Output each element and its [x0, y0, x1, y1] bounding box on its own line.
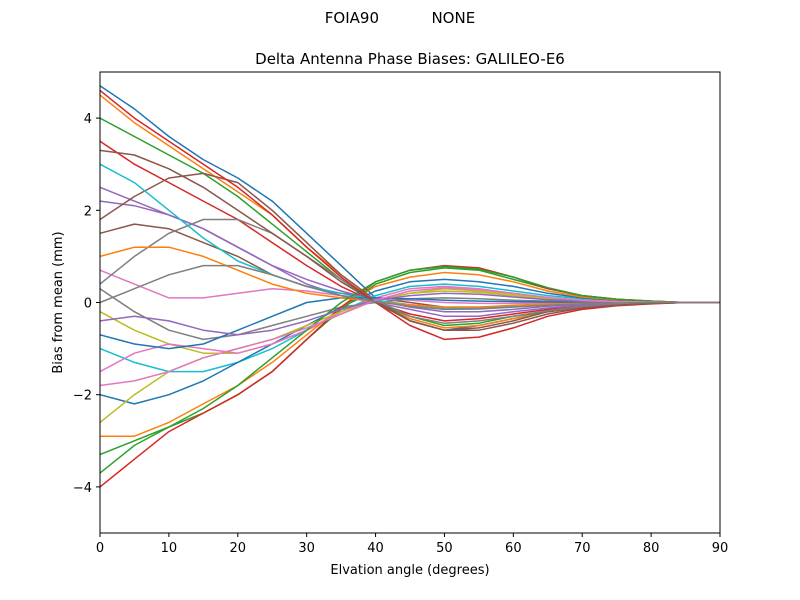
x-tick-label: 50	[436, 541, 453, 556]
y-tick-label: 2	[84, 204, 92, 219]
x-tick-label: 10	[161, 541, 178, 556]
figure-suptitle: FOIA90 NONE	[324, 9, 476, 27]
x-axis-label: Elvation angle (degrees)	[330, 563, 489, 578]
x-tick-label: 70	[574, 541, 591, 556]
y-tick-label: 4	[84, 112, 92, 127]
x-tick-label: 20	[230, 541, 247, 556]
series-line-26	[99, 149, 720, 331]
y-axis-label: Bias from mean (mm)	[51, 231, 66, 373]
chart-title: Delta Antenna Phase Biases: GALILEO-E6	[255, 50, 565, 68]
y-axis: −4 −2 0 2 4	[73, 112, 100, 496]
y-tick-label: −4	[73, 481, 92, 496]
x-tick-label: 60	[505, 541, 522, 556]
series-line-3	[99, 117, 720, 327]
series-line-28	[99, 264, 720, 311]
x-tick-label: 0	[96, 541, 104, 556]
series-line-18	[99, 218, 720, 324]
x-tick-label: 80	[643, 541, 660, 556]
x-tick-label: 40	[367, 541, 384, 556]
x-tick-label: 30	[298, 541, 315, 556]
series-line-5	[99, 186, 720, 318]
x-axis: 0 10 20 30 40 50 60 70 80 90	[96, 533, 728, 556]
y-tick-label: 0	[84, 297, 92, 312]
series-line-6	[99, 223, 720, 308]
y-tick-label: −2	[73, 389, 92, 404]
series-line-12	[100, 271, 720, 437]
series-line-23	[99, 265, 720, 474]
series-lines	[99, 85, 720, 488]
series-line-27	[99, 286, 720, 387]
x-tick-label: 90	[712, 541, 729, 556]
